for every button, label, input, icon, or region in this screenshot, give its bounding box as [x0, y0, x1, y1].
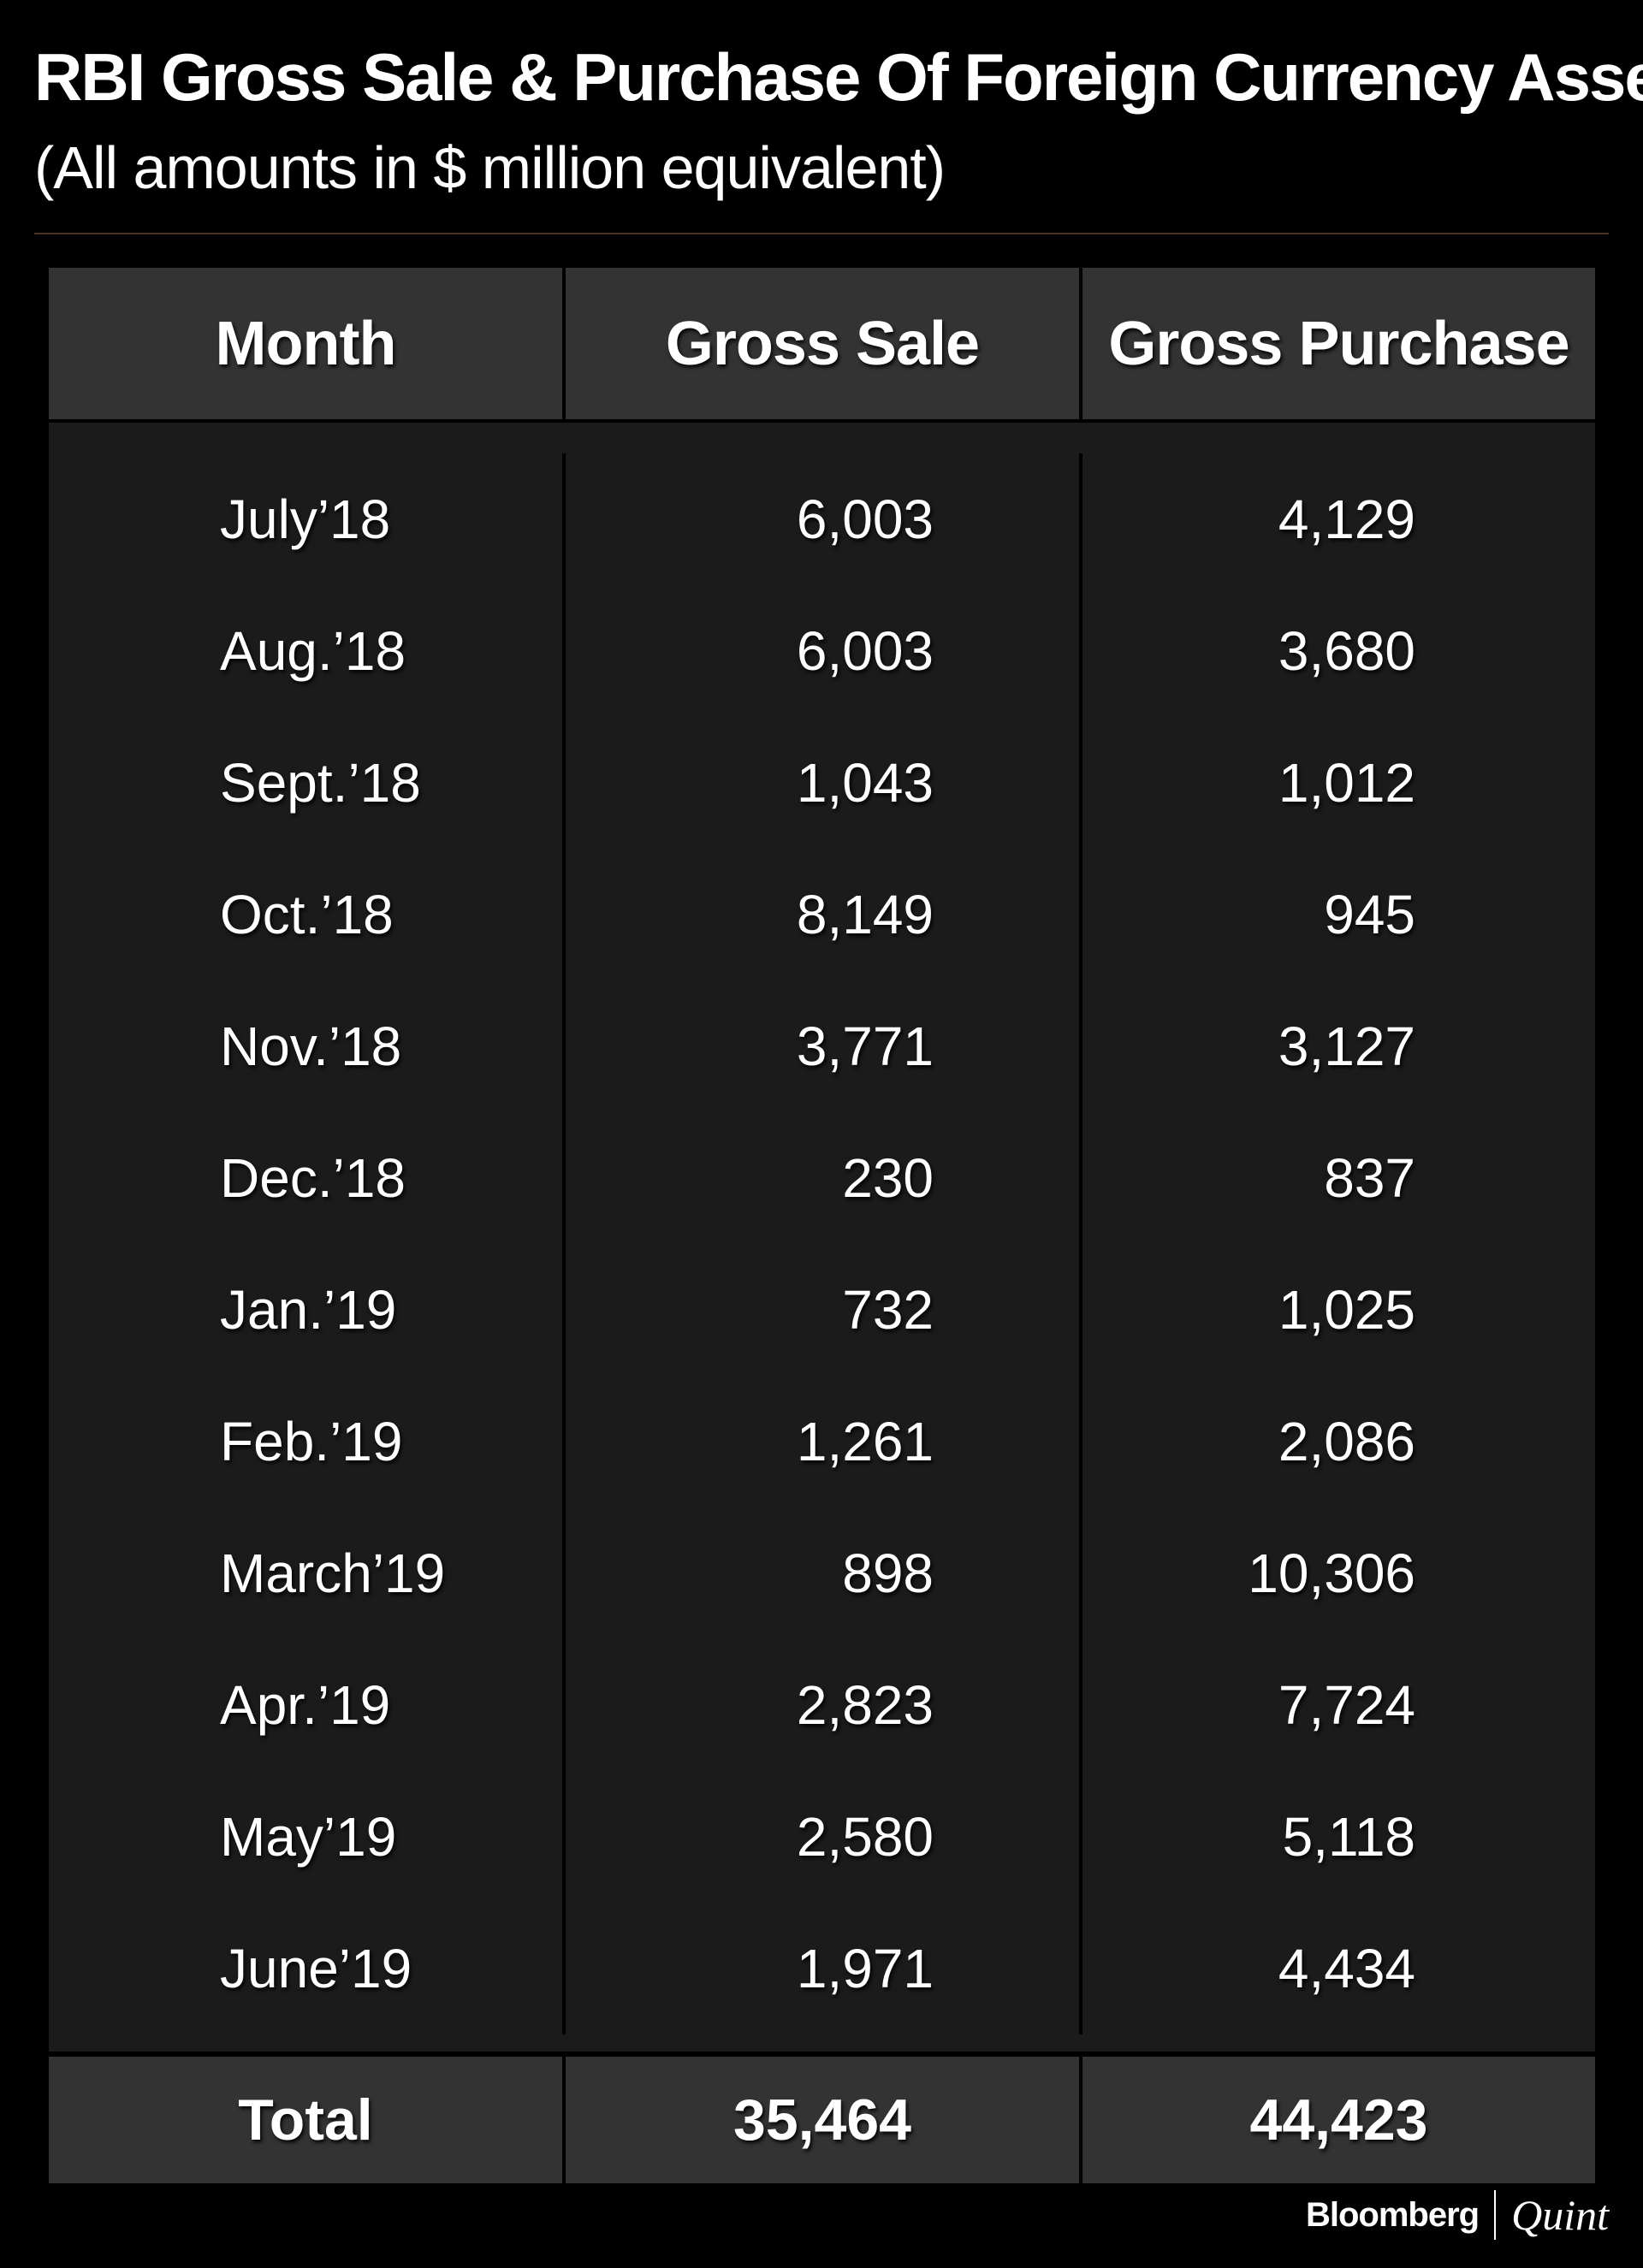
- gross-purchase-cell: 5,118: [1082, 1771, 1595, 1903]
- logo-divider: [1494, 2190, 1497, 2240]
- chart-subtitle: (All amounts in $ million equivalent): [34, 134, 946, 201]
- table-row: Dec.’18 230 837: [49, 1112, 1595, 1244]
- gross-purchase-cell: 1,012: [1082, 717, 1595, 849]
- quint-wordmark: Quint: [1511, 2191, 1609, 2239]
- column-header-gross-sale: Gross Sale: [566, 268, 1082, 419]
- gross-sale-cell: 2,580: [566, 1771, 1082, 1903]
- month-cell: Nov.’18: [49, 980, 566, 1112]
- gross-sale-cell: 2,823: [566, 1639, 1082, 1771]
- table-row: May’19 2,580 5,118: [49, 1771, 1595, 1903]
- month-cell: Apr.’19: [49, 1639, 566, 1771]
- data-table: Month Gross Sale Gross Purchase July’18 6…: [49, 268, 1595, 2183]
- title-divider: [34, 233, 1609, 234]
- total-gross-sale: 35,464: [566, 2057, 1082, 2183]
- total-label: Total: [49, 2057, 566, 2183]
- total-gross-purchase: 44,423: [1082, 2057, 1595, 2183]
- gross-sale-cell: 230: [566, 1112, 1082, 1244]
- table-row: Apr.’19 2,823 7,724: [49, 1639, 1595, 1771]
- table-total-row: Total 35,464 44,423: [49, 2057, 1595, 2183]
- gross-purchase-cell: 837: [1082, 1112, 1595, 1244]
- table-row: July’18 6,003 4,129: [49, 453, 1595, 585]
- month-cell: Oct.’18: [49, 849, 566, 980]
- bloomberg-wordmark: Bloomberg: [1305, 2195, 1480, 2234]
- brand-logo: Bloomberg Quint: [1306, 2190, 1609, 2240]
- month-cell: May’19: [49, 1771, 566, 1903]
- month-cell: Sept.’18: [49, 717, 566, 849]
- month-cell: Feb.’19: [49, 1376, 566, 1507]
- gross-purchase-cell: 1,025: [1082, 1244, 1595, 1376]
- gross-sale-cell: 732: [566, 1244, 1082, 1376]
- month-cell: Jan.’19: [49, 1244, 566, 1376]
- month-cell: July’18: [49, 453, 566, 585]
- gross-purchase-cell: 945: [1082, 849, 1595, 980]
- table-row: Aug.’18 6,003 3,680: [49, 585, 1595, 717]
- gross-sale-cell: 6,003: [566, 453, 1082, 585]
- month-cell: Dec.’18: [49, 1112, 566, 1244]
- table-row: June’19 1,971 4,434: [49, 1903, 1595, 2034]
- gross-sale-cell: 3,771: [566, 980, 1082, 1112]
- table-row: Feb.’19 1,261 2,086: [49, 1376, 1595, 1507]
- month-cell: Aug.’18: [49, 585, 566, 717]
- gross-sale-cell: 1,971: [566, 1903, 1082, 2034]
- month-cell: June’19: [49, 1903, 566, 2034]
- gross-purchase-cell: 3,127: [1082, 980, 1595, 1112]
- gross-sale-cell: 1,043: [566, 717, 1082, 849]
- gross-purchase-cell: 3,680: [1082, 585, 1595, 717]
- chart-title: RBI Gross Sale & Purchase Of Foreign Cur…: [34, 39, 1643, 115]
- gross-sale-cell: 1,261: [566, 1376, 1082, 1507]
- gross-sale-cell: 898: [566, 1507, 1082, 1639]
- gross-sale-cell: 8,149: [566, 849, 1082, 980]
- gross-sale-cell: 6,003: [566, 585, 1082, 717]
- table-body: July’18 6,003 4,129 Aug.’18 6,003 3,680 Sept.’…: [49, 423, 1595, 2052]
- gross-purchase-cell: 4,129: [1082, 453, 1595, 585]
- month-cell: March’19: [49, 1507, 566, 1639]
- gross-purchase-cell: 7,724: [1082, 1639, 1595, 1771]
- table-header-row: Month Gross Sale Gross Purchase: [49, 268, 1595, 419]
- gross-purchase-cell: 4,434: [1082, 1903, 1595, 2034]
- table-row: Oct.’18 8,149 945: [49, 849, 1595, 980]
- table-row: Sept.’18 1,043 1,012: [49, 717, 1595, 849]
- gross-purchase-cell: 2,086: [1082, 1376, 1595, 1507]
- column-header-gross-purchase: Gross Purchase: [1082, 268, 1595, 419]
- gross-purchase-cell: 10,306: [1082, 1507, 1595, 1639]
- table-row: Jan.’19 732 1,025: [49, 1244, 1595, 1376]
- table-row: Nov.’18 3,771 3,127: [49, 980, 1595, 1112]
- column-header-month: Month: [49, 268, 566, 419]
- table-row: March’19 898 10,306: [49, 1507, 1595, 1639]
